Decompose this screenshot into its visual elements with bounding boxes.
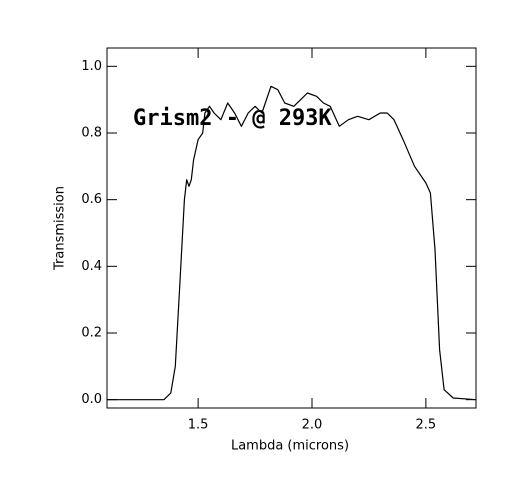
plot-frame xyxy=(106,47,477,409)
y-tick-label: 0.0 xyxy=(81,392,102,407)
y-tick-label: 1.0 xyxy=(81,59,102,74)
x-tick-label: 2.0 xyxy=(302,418,323,433)
transmission-line xyxy=(107,85,477,401)
x-axis-label: Lambda (microns) xyxy=(231,439,349,454)
y-tick-label: 0.4 xyxy=(81,259,102,274)
y-axis-label: Transmission xyxy=(53,186,68,271)
x-tick-label: 1.5 xyxy=(188,418,209,433)
x-tick-label: 2.5 xyxy=(416,418,437,433)
y-tick-label: 0.2 xyxy=(81,326,102,341)
y-tick-label: 0.6 xyxy=(81,192,102,207)
y-tick-label: 0.8 xyxy=(81,126,102,141)
